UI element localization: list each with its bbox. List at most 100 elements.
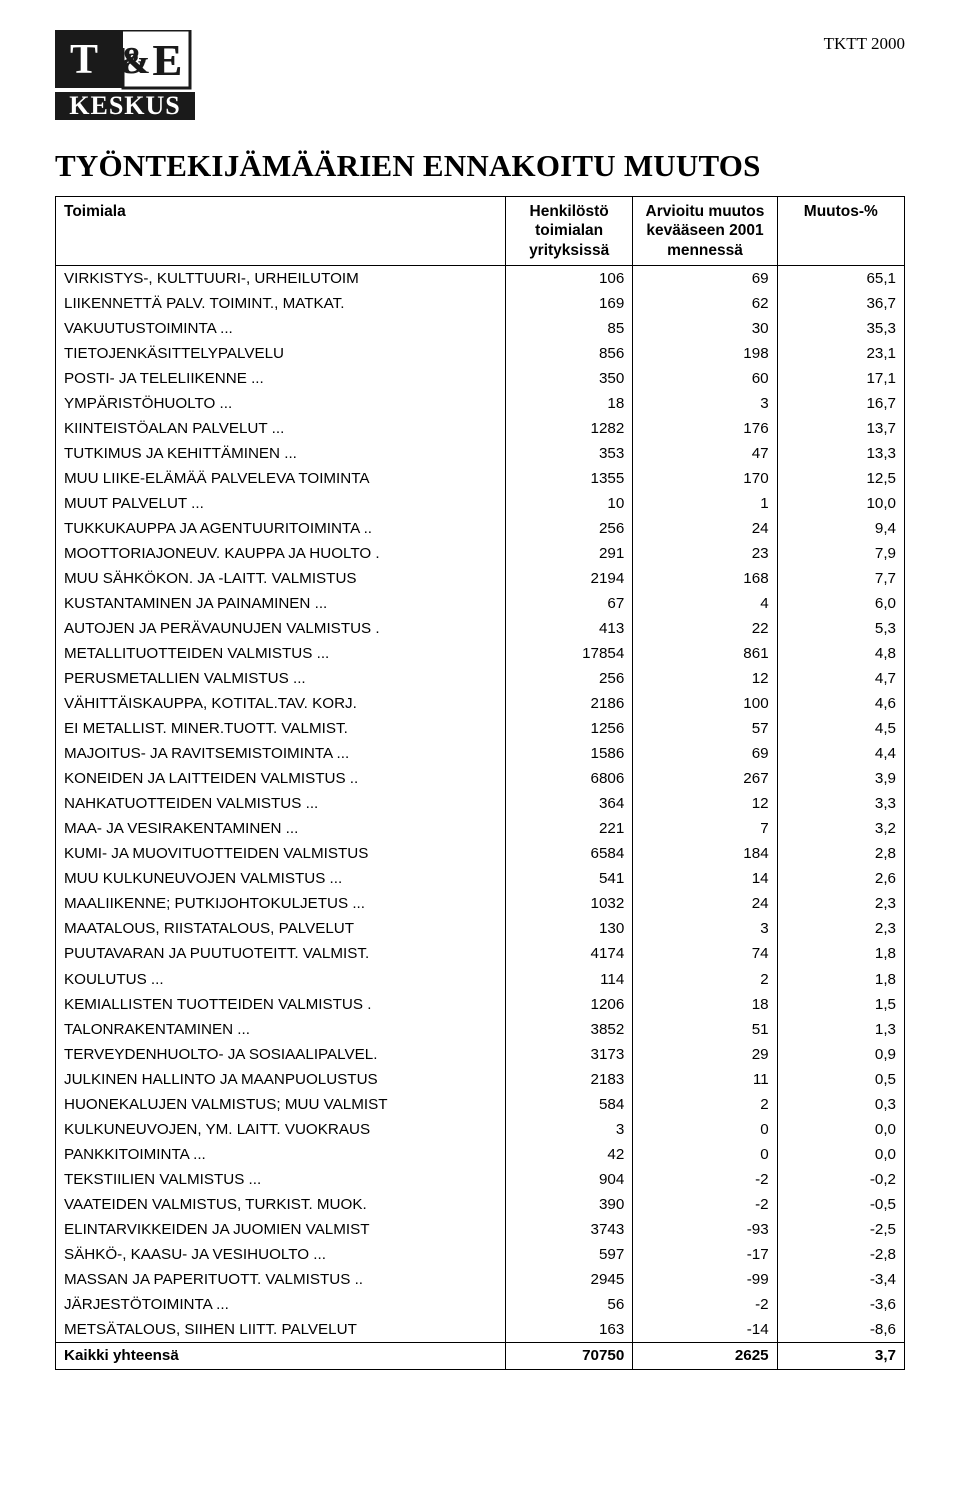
table-row: PERUSMETALLIEN VALMISTUS ...256124,7 (56, 667, 905, 692)
row-label: VAKUUTUSTOIMINTA ... (56, 316, 506, 341)
row-value-c: 4,8 (777, 642, 904, 667)
total-c: 3,7 (777, 1343, 904, 1369)
table-row: JULKINEN HALLINTO JA MAANPUOLUSTUS218311… (56, 1067, 905, 1092)
row-label: LIIKENNETTÄ PALV. TOIMINT., MATKAT. (56, 291, 506, 316)
row-label: METSÄTALOUS, SIIHEN LIITT. PALVELUT (56, 1317, 506, 1343)
row-value-c: 2,3 (777, 917, 904, 942)
row-value-c: 0,0 (777, 1142, 904, 1167)
row-value-c: 65,1 (777, 266, 904, 292)
row-value-a: 364 (505, 792, 632, 817)
row-value-a: 256 (505, 667, 632, 692)
row-value-a: 221 (505, 817, 632, 842)
table-total-row: Kaikki yhteensä7075026253,7 (56, 1343, 905, 1369)
table-row: TEKSTIILIEN VALMISTUS ...904-2-0,2 (56, 1167, 905, 1192)
row-value-c: 16,7 (777, 391, 904, 416)
row-value-b: 2 (633, 967, 777, 992)
table-body: VIRKISTYS-, KULTTUURI-, URHEILUTOIM10669… (56, 266, 905, 1369)
row-value-b: 0 (633, 1142, 777, 1167)
row-label: KUSTANTAMINEN JA PAINAMINEN ... (56, 592, 506, 617)
table-row: MUU KULKUNEUVOJEN VALMISTUS ...541142,6 (56, 867, 905, 892)
row-value-c: 4,5 (777, 717, 904, 742)
table-row: MOOTTORIAJONEUV. KAUPPA JA HUOLTO .29123… (56, 541, 905, 566)
row-value-b: 24 (633, 516, 777, 541)
row-value-b: -17 (633, 1242, 777, 1267)
row-value-a: 85 (505, 316, 632, 341)
row-value-b: 168 (633, 567, 777, 592)
row-value-b: 62 (633, 291, 777, 316)
row-label: MASSAN JA PAPERITUOTT. VALMISTUS .. (56, 1267, 506, 1292)
row-value-b: 69 (633, 742, 777, 767)
row-value-a: 18 (505, 391, 632, 416)
row-value-a: 390 (505, 1192, 632, 1217)
row-value-c: 2,3 (777, 892, 904, 917)
row-value-c: 0,5 (777, 1067, 904, 1092)
col-header-muutos: Arvioitu muutos kevääseen 2001 mennessä (633, 197, 777, 266)
row-label: TERVEYDENHUOLTO- JA SOSIAALIPALVEL. (56, 1042, 506, 1067)
row-value-b: 23 (633, 541, 777, 566)
row-value-b: 198 (633, 341, 777, 366)
row-value-a: 3743 (505, 1217, 632, 1242)
row-value-c: 4,7 (777, 667, 904, 692)
row-value-b: -2 (633, 1167, 777, 1192)
table-row: KUMI- JA MUOVITUOTTEIDEN VALMISTUS658418… (56, 842, 905, 867)
table-row: HUONEKALUJEN VALMISTUS; MUU VALMIST58420… (56, 1092, 905, 1117)
logo-te-keskus: T & E T & E KESKUS (55, 30, 195, 140)
row-value-c: 2,8 (777, 842, 904, 867)
row-value-b: 29 (633, 1042, 777, 1067)
row-value-b: 47 (633, 441, 777, 466)
col-header-muutospct: Muutos-% (777, 197, 904, 266)
row-value-a: 1282 (505, 416, 632, 441)
table-row: AUTOJEN JA PERÄVAUNUJEN VALMISTUS .41322… (56, 617, 905, 642)
row-value-a: 3 (505, 1117, 632, 1142)
total-a: 70750 (505, 1343, 632, 1369)
row-value-c: -8,6 (777, 1317, 904, 1343)
row-label: POSTI- JA TELELIIKENNE ... (56, 366, 506, 391)
row-value-b: -2 (633, 1292, 777, 1317)
table-row: PANKKITOIMINTA ...4200,0 (56, 1142, 905, 1167)
row-value-a: 169 (505, 291, 632, 316)
row-value-c: 35,3 (777, 316, 904, 341)
row-label: MAALIIKENNE; PUTKIJOHTOKULJETUS ... (56, 892, 506, 917)
row-value-a: 17854 (505, 642, 632, 667)
table-row: YMPÄRISTÖHUOLTO ...18316,7 (56, 391, 905, 416)
row-value-a: 856 (505, 341, 632, 366)
row-value-c: 0,3 (777, 1092, 904, 1117)
table-row: JÄRJESTÖTOIMINTA ...56-2-3,6 (56, 1292, 905, 1317)
row-label: VÄHITTÄISKAUPPA, KOTITAL.TAV. KORJ. (56, 692, 506, 717)
table-header-row: Toimiala Henkilöstö toimialan yrityksiss… (56, 197, 905, 266)
row-value-b: 12 (633, 667, 777, 692)
row-value-a: 584 (505, 1092, 632, 1117)
data-table: Toimiala Henkilöstö toimialan yrityksiss… (55, 196, 905, 1370)
row-label: MAA- JA VESIRAKENTAMINEN ... (56, 817, 506, 842)
row-value-c: 9,4 (777, 516, 904, 541)
row-value-c: -2,5 (777, 1217, 904, 1242)
row-value-c: 3,2 (777, 817, 904, 842)
row-value-c: 4,4 (777, 742, 904, 767)
row-value-b: 11 (633, 1067, 777, 1092)
row-value-b: 69 (633, 266, 777, 292)
row-value-b: 170 (633, 466, 777, 491)
row-value-c: 36,7 (777, 291, 904, 316)
row-value-c: -2,8 (777, 1242, 904, 1267)
row-value-b: 100 (633, 692, 777, 717)
row-value-a: 597 (505, 1242, 632, 1267)
row-value-a: 2183 (505, 1067, 632, 1092)
table-row: MAALIIKENNE; PUTKIJOHTOKULJETUS ...10322… (56, 892, 905, 917)
row-value-a: 163 (505, 1317, 632, 1343)
row-value-a: 1355 (505, 466, 632, 491)
row-value-b: 4 (633, 592, 777, 617)
row-label: TUTKIMUS JA KEHITTÄMINEN ... (56, 441, 506, 466)
table-row: EI METALLIST. MINER.TUOTT. VALMIST.12565… (56, 717, 905, 742)
row-value-c: 0,0 (777, 1117, 904, 1142)
row-value-c: 6,0 (777, 592, 904, 617)
row-label: MUU KULKUNEUVOJEN VALMISTUS ... (56, 867, 506, 892)
row-value-a: 541 (505, 867, 632, 892)
row-value-b: -93 (633, 1217, 777, 1242)
row-value-b: 861 (633, 642, 777, 667)
table-row: KONEIDEN JA LAITTEIDEN VALMISTUS ..68062… (56, 767, 905, 792)
table-row: KULKUNEUVOJEN, YM. LAITT. VUOKRAUS300,0 (56, 1117, 905, 1142)
row-label: JÄRJESTÖTOIMINTA ... (56, 1292, 506, 1317)
row-value-a: 1256 (505, 717, 632, 742)
table-row: PUUTAVARAN JA PUUTUOTEITT. VALMIST.41747… (56, 942, 905, 967)
logo-text-bottom: KESKUS (69, 91, 181, 120)
